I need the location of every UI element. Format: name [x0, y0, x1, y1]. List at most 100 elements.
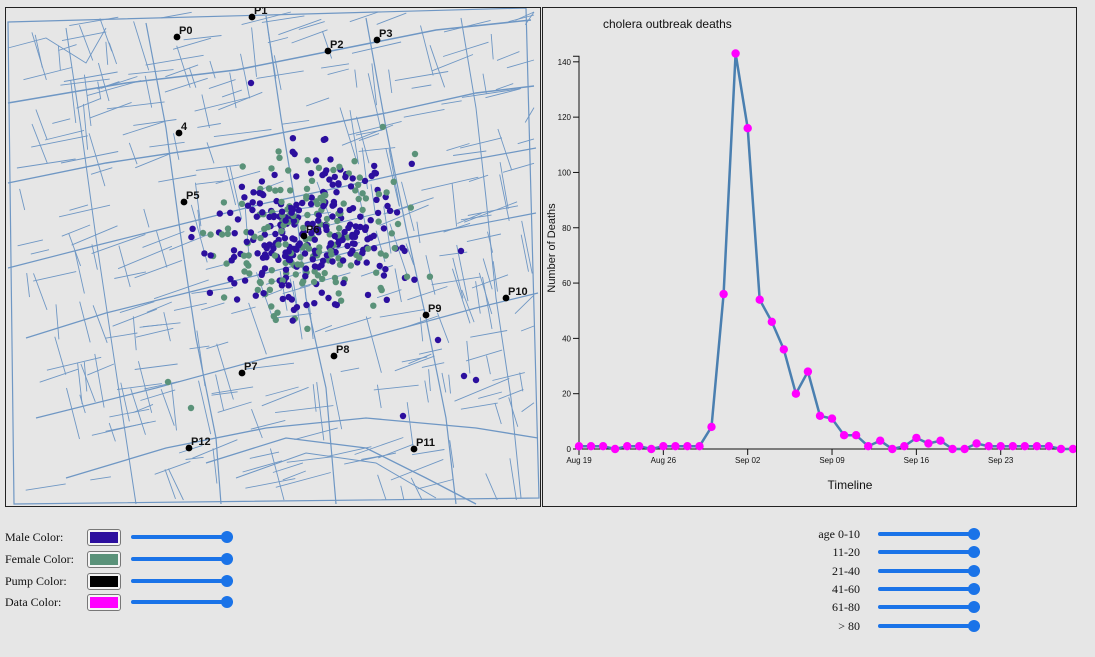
street [506, 59, 535, 69]
male-death-marker [302, 273, 309, 280]
male-death-marker [307, 170, 315, 177]
street [7, 147, 537, 269]
data-color-row: Data Color: [5, 592, 233, 612]
female-death-marker [264, 223, 272, 231]
male-death-marker [273, 197, 280, 205]
street [453, 150, 487, 156]
pump-label: P3 [379, 28, 392, 40]
male-death-marker [380, 272, 388, 279]
street [410, 477, 423, 501]
male-death-marker [201, 250, 208, 257]
pump-opacity-slider[interactable] [131, 575, 233, 587]
male-death-marker [361, 177, 369, 185]
street [269, 448, 285, 501]
data-point [731, 49, 740, 58]
street [394, 355, 435, 372]
street [278, 18, 322, 36]
slider-thumb[interactable] [968, 620, 980, 632]
street [140, 389, 176, 401]
street [169, 232, 213, 251]
female-death-marker [354, 181, 362, 188]
female-death-marker [218, 231, 226, 238]
female-color-picker[interactable] [87, 550, 121, 568]
age-61-80-slider[interactable] [878, 601, 980, 613]
street [92, 305, 108, 343]
female-death-marker [391, 244, 398, 252]
female-death-marker [351, 158, 358, 165]
age-21-40-slider[interactable] [878, 565, 980, 577]
x-axis-label: Timeline [828, 478, 873, 492]
male-opacity-slider[interactable] [131, 531, 233, 543]
pump-color-picker[interactable] [87, 572, 121, 590]
data-point [996, 442, 1005, 451]
male-death-marker [271, 212, 278, 220]
male-death-marker [320, 136, 327, 143]
female-death-marker [426, 273, 434, 280]
male-death-marker [472, 376, 480, 384]
male-death-marker [189, 225, 196, 232]
street [97, 81, 102, 100]
pump-label: P11 [416, 437, 435, 449]
male-death-marker [289, 235, 296, 242]
data-point [647, 444, 656, 454]
age-over-80-slider[interactable] [878, 620, 980, 632]
male-color-picker[interactable] [87, 528, 121, 546]
street [349, 110, 359, 165]
male-death-marker [457, 247, 465, 255]
street [185, 456, 204, 460]
male-death-marker [393, 209, 401, 216]
slider-thumb[interactable] [968, 546, 980, 558]
x-tick-label: Sep 02 [735, 456, 761, 465]
slider-thumb[interactable] [221, 531, 233, 543]
slider-thumb[interactable] [221, 553, 233, 565]
age-41-60-slider[interactable] [878, 583, 980, 595]
street [135, 153, 170, 169]
female-death-marker [220, 199, 228, 206]
female-death-marker [314, 200, 321, 208]
pump-marker [238, 369, 246, 377]
street-map[interactable]: P0 P1 P2 P3 4 P5 P6 P7 P8 P9 P10 P11 P12 [6, 5, 540, 506]
female-opacity-slider[interactable] [131, 553, 233, 565]
age-0-10-slider[interactable] [878, 528, 980, 540]
street [76, 98, 101, 109]
male-death-marker [241, 277, 249, 284]
street [206, 142, 215, 164]
street [144, 380, 180, 390]
slider-thumb[interactable] [968, 601, 980, 613]
female-death-marker [292, 271, 299, 278]
street [135, 327, 174, 338]
street [443, 19, 491, 33]
male-death-marker [256, 189, 263, 197]
street [25, 483, 66, 491]
street [205, 261, 235, 270]
street [495, 83, 514, 91]
street [249, 451, 280, 459]
map-panel[interactable]: P0 P1 P2 P3 4 P5 P6 P7 P8 P9 P10 P11 P12 [5, 5, 541, 507]
male-death-marker [252, 292, 259, 299]
age-11-20-slider[interactable] [878, 546, 980, 558]
street [461, 289, 475, 323]
street [451, 268, 471, 324]
street [514, 294, 535, 315]
data-point [1056, 444, 1066, 454]
street [165, 64, 199, 78]
slider-thumb[interactable] [968, 565, 980, 577]
slider-thumb[interactable] [221, 596, 233, 608]
slider-thumb[interactable] [221, 575, 233, 587]
male-death-marker [290, 306, 298, 313]
male-death-marker [311, 300, 318, 307]
data-opacity-slider[interactable] [131, 596, 233, 608]
street [272, 462, 304, 473]
street [112, 308, 157, 327]
male-death-marker [230, 247, 238, 254]
data-color-picker[interactable] [87, 593, 121, 611]
series-line [579, 53, 1073, 451]
y-axis-label: Number of Deaths [546, 203, 558, 293]
death-markers [164, 79, 480, 420]
slider-thumb[interactable] [968, 583, 980, 595]
street [482, 258, 493, 290]
male-death-marker [319, 257, 327, 264]
pump-label: P10 [508, 286, 528, 298]
female-death-marker [278, 198, 285, 206]
slider-thumb[interactable] [968, 528, 980, 540]
